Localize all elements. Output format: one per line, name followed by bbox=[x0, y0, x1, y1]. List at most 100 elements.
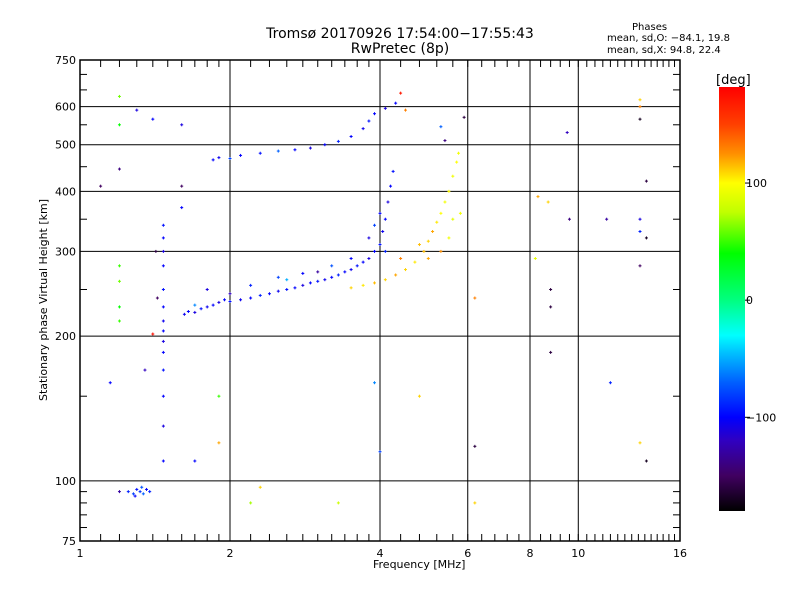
data-point bbox=[457, 151, 461, 155]
data-point bbox=[447, 236, 451, 240]
data-point bbox=[638, 105, 642, 109]
data-point bbox=[389, 184, 393, 188]
data-point bbox=[249, 501, 253, 505]
data-point bbox=[426, 239, 430, 243]
data-point bbox=[180, 184, 184, 188]
data-point bbox=[276, 289, 280, 293]
data-point bbox=[239, 298, 243, 302]
y-tick-label: 750 bbox=[55, 54, 76, 67]
data-point bbox=[336, 139, 340, 143]
data-point bbox=[383, 249, 387, 253]
data-point bbox=[473, 444, 477, 448]
data-point bbox=[451, 174, 455, 178]
data-point bbox=[99, 184, 103, 188]
data-point bbox=[394, 101, 398, 105]
data-point bbox=[193, 310, 197, 314]
data-point bbox=[367, 119, 371, 123]
data-points bbox=[99, 91, 648, 505]
data-point bbox=[117, 279, 121, 283]
data-point bbox=[426, 256, 430, 260]
data-point bbox=[258, 485, 262, 489]
data-point bbox=[293, 148, 297, 152]
data-point bbox=[373, 381, 377, 385]
data-point bbox=[154, 249, 158, 253]
data-point bbox=[462, 115, 466, 119]
data-point bbox=[117, 490, 121, 494]
data-point bbox=[293, 286, 297, 290]
data-point bbox=[336, 273, 340, 277]
data-point bbox=[161, 350, 165, 354]
data-point bbox=[549, 287, 553, 291]
data-point bbox=[361, 283, 365, 287]
data-point bbox=[638, 98, 642, 102]
data-point bbox=[228, 157, 232, 161]
data-point bbox=[301, 283, 305, 287]
data-point bbox=[249, 296, 253, 300]
colorbar-label: [deg] bbox=[716, 73, 751, 88]
data-point bbox=[316, 279, 320, 283]
data-point bbox=[205, 305, 209, 309]
data-point bbox=[308, 281, 312, 285]
data-point bbox=[386, 200, 390, 204]
data-point bbox=[451, 217, 455, 221]
data-point bbox=[549, 305, 553, 309]
data-point bbox=[399, 91, 403, 95]
data-point bbox=[308, 146, 312, 150]
data-point bbox=[141, 492, 145, 496]
data-point bbox=[373, 112, 377, 116]
data-point bbox=[447, 189, 451, 193]
colorbar-tick-label: 0 bbox=[746, 294, 753, 307]
data-point bbox=[143, 368, 147, 372]
data-point bbox=[361, 127, 365, 131]
data-point bbox=[151, 117, 155, 121]
x-tick-label: 8 bbox=[527, 547, 534, 560]
data-point bbox=[608, 381, 612, 385]
data-point bbox=[373, 249, 377, 253]
data-point bbox=[378, 211, 382, 215]
data-point bbox=[161, 249, 165, 253]
data-point bbox=[546, 200, 550, 204]
y-tick-label: 300 bbox=[55, 245, 76, 258]
data-point bbox=[161, 264, 165, 268]
data-point bbox=[378, 243, 382, 247]
data-point bbox=[186, 310, 190, 314]
data-point bbox=[349, 256, 353, 260]
data-point bbox=[267, 292, 271, 296]
y-axis-label: Stationary phase Virtual Height [km] bbox=[37, 199, 50, 401]
data-point bbox=[117, 264, 121, 268]
data-point bbox=[151, 332, 155, 336]
x-tick-label: 4 bbox=[377, 547, 384, 560]
data-point bbox=[117, 167, 121, 171]
data-point bbox=[148, 490, 152, 494]
data-point bbox=[217, 156, 221, 160]
data-point bbox=[217, 300, 221, 304]
data-point bbox=[455, 160, 459, 164]
y-tick-label: 400 bbox=[55, 185, 76, 198]
data-point bbox=[567, 217, 571, 221]
data-point bbox=[473, 296, 477, 300]
data-point bbox=[161, 305, 165, 309]
data-point bbox=[439, 249, 443, 253]
data-point bbox=[383, 278, 387, 282]
data-point bbox=[161, 394, 165, 398]
data-point bbox=[330, 275, 334, 279]
data-point bbox=[361, 260, 365, 264]
data-point bbox=[638, 217, 642, 221]
data-point bbox=[443, 139, 447, 143]
data-point bbox=[399, 256, 403, 260]
data-point bbox=[140, 485, 144, 489]
data-point bbox=[316, 270, 320, 274]
data-point bbox=[413, 260, 417, 264]
data-point bbox=[161, 329, 165, 333]
data-point bbox=[249, 283, 253, 287]
data-point bbox=[644, 236, 648, 240]
data-point bbox=[301, 271, 305, 275]
data-point bbox=[211, 158, 215, 162]
data-point bbox=[205, 287, 209, 291]
x-tick-label: 16 bbox=[673, 547, 687, 560]
data-point bbox=[161, 368, 165, 372]
colorbar-ticks: 100 0 −100 bbox=[745, 177, 776, 424]
data-point bbox=[403, 108, 407, 112]
x-axis-label: Frequency [MHz] bbox=[373, 558, 465, 571]
data-point bbox=[417, 394, 421, 398]
